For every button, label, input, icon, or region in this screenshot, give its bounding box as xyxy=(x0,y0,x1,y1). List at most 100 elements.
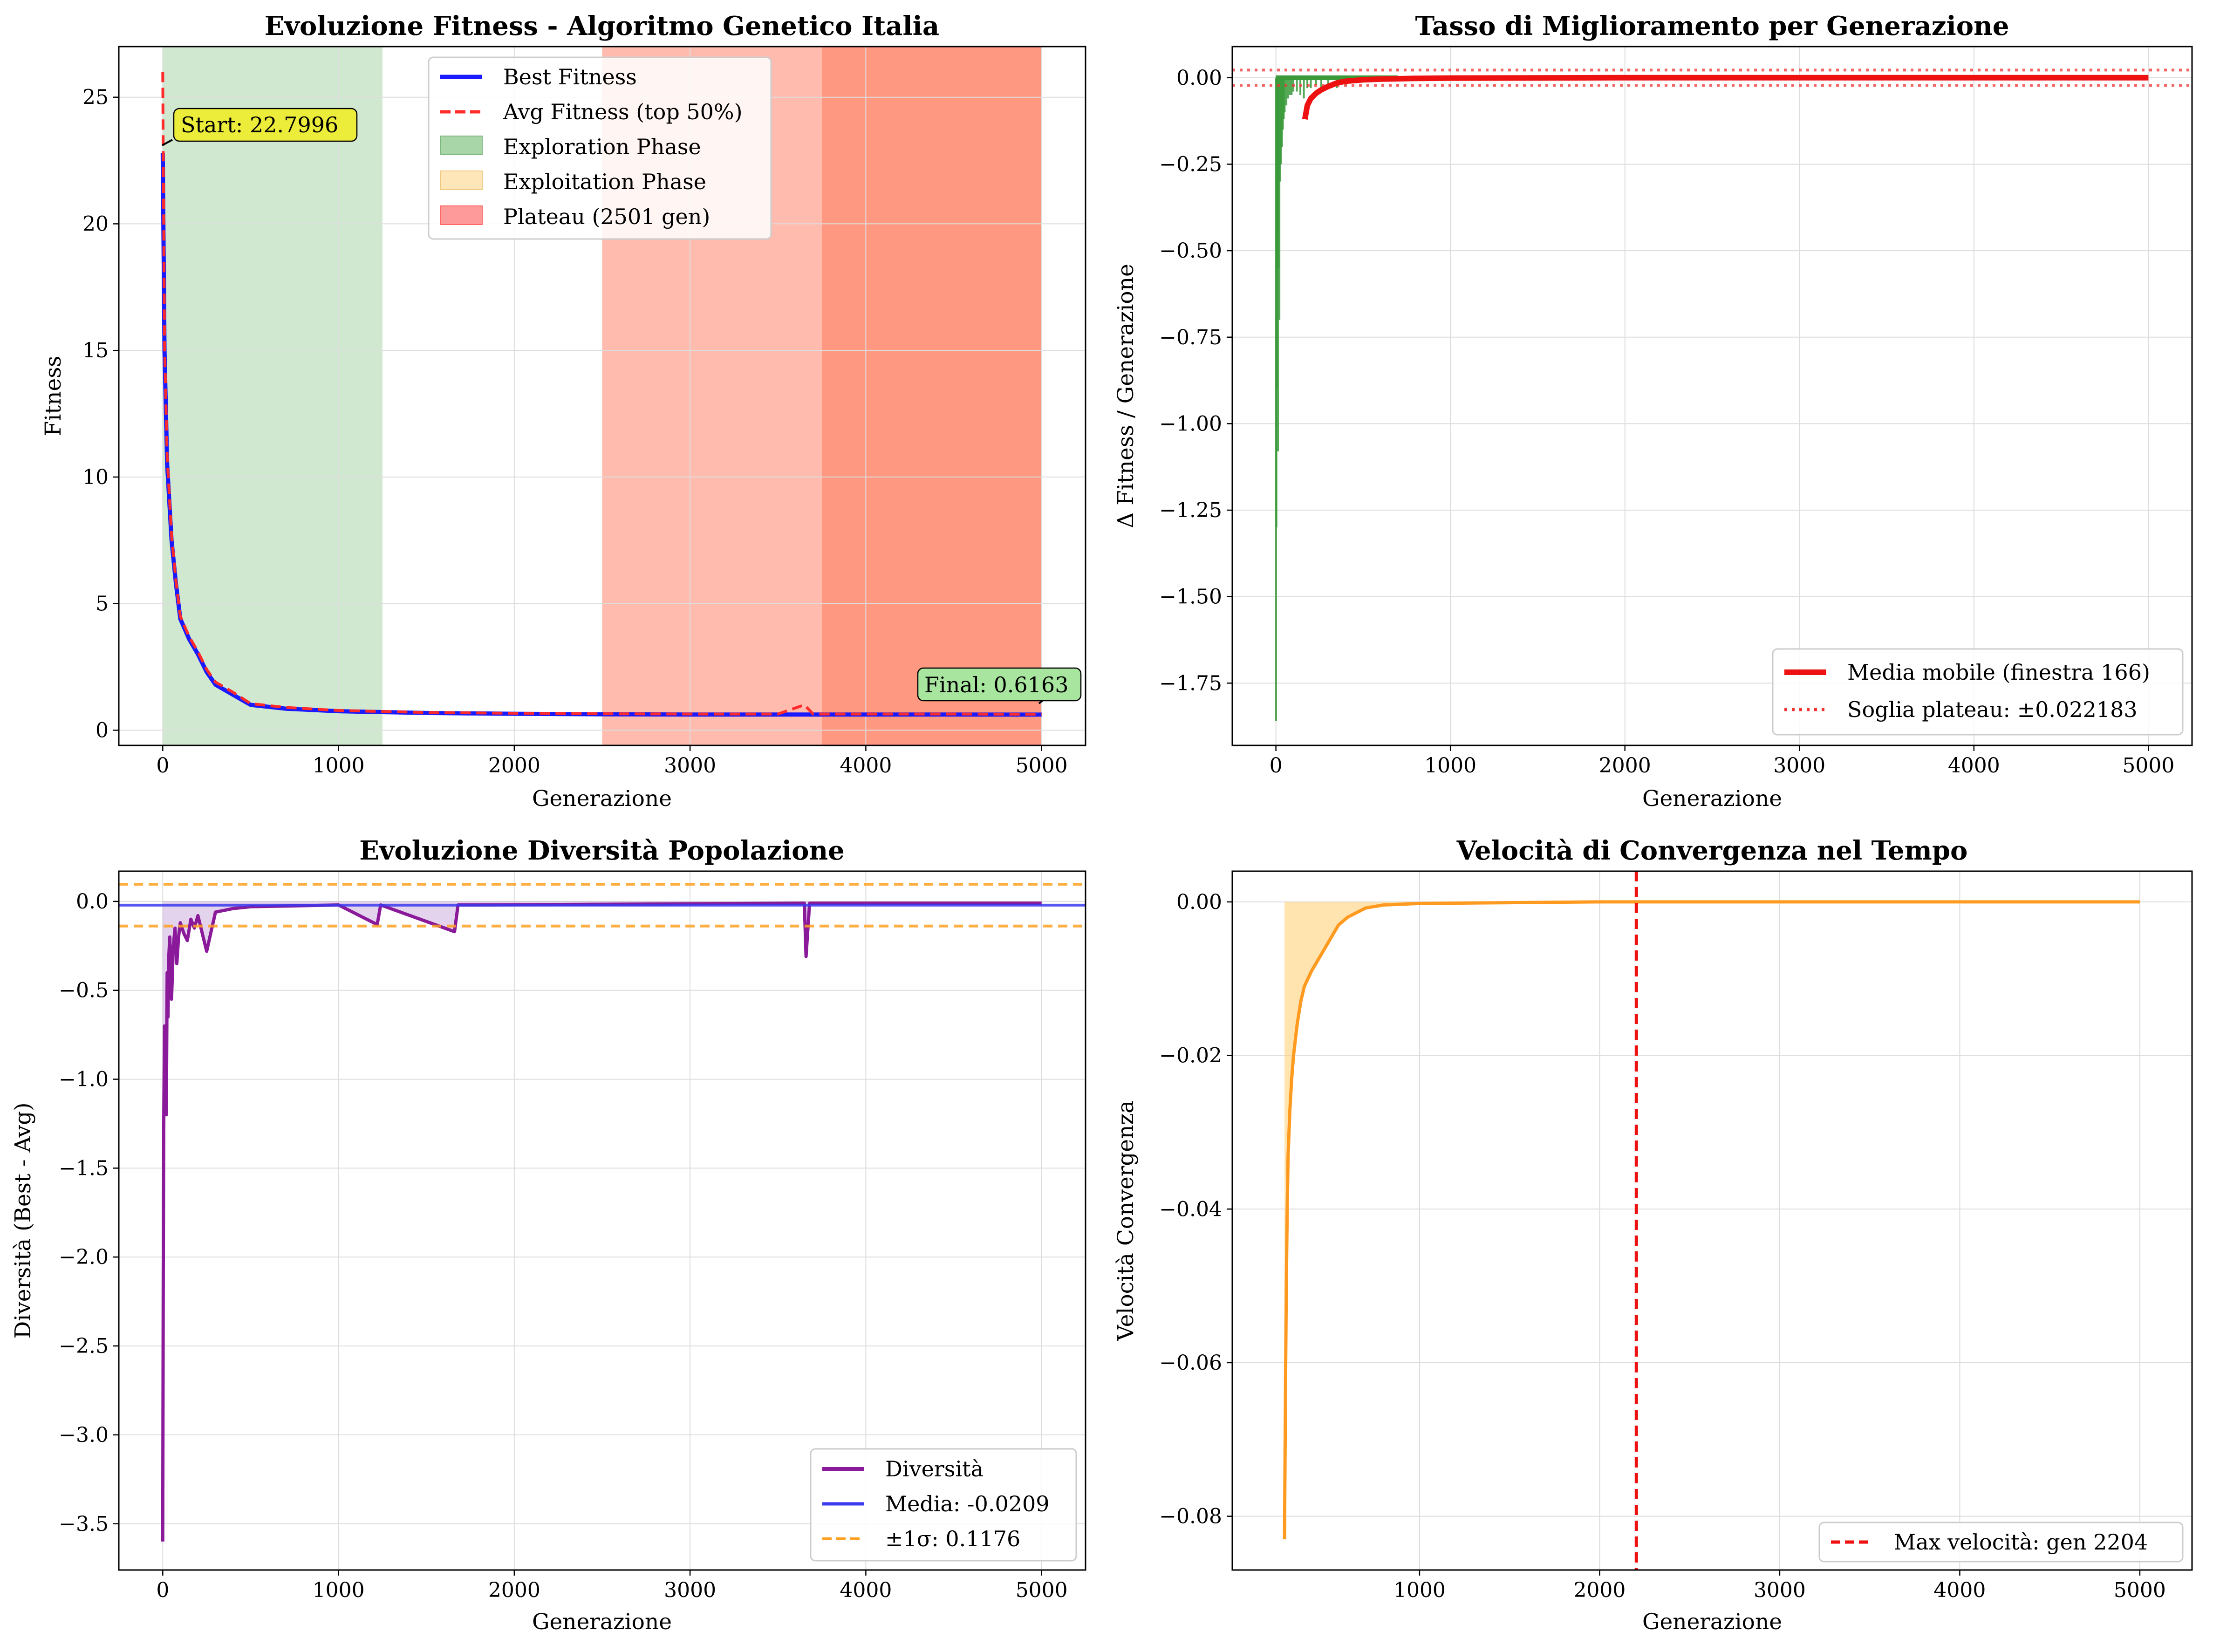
legend-box xyxy=(1818,1522,2184,1563)
plot-area xyxy=(1232,871,2192,1570)
legend: Max velocità: gen 2204 xyxy=(1818,1522,2184,1563)
y-tick-label: −0.25 xyxy=(1159,152,1222,176)
x-tick-label: 5000 xyxy=(1016,1578,1068,1602)
x-tick-label: 1000 xyxy=(1424,754,1476,778)
y-tick-label: −0.06 xyxy=(1159,1351,1222,1375)
y-tick-label: −0.50 xyxy=(1159,239,1222,263)
y-tick-label: 0 xyxy=(96,718,109,742)
panel-title: Evoluzione Fitness - Algoritmo Genetico … xyxy=(265,11,939,41)
diversity-panel: 0 1000 2000 3000 4000 5000 0.0 −0.5 −1.0 −1.5 −2.0… xyxy=(10,835,1086,1635)
legend-label-exploitation: Exploitation Phase xyxy=(503,169,706,194)
x-axis-label: Generazione xyxy=(1642,1609,1782,1635)
x-tick-label: 3000 xyxy=(664,1578,716,1602)
y-tick-label: −0.5 xyxy=(59,979,109,1003)
legend-box xyxy=(428,56,772,240)
x-tick-label: 1000 xyxy=(313,1578,365,1602)
x-tick-label: 5000 xyxy=(1016,754,1068,778)
x-tick-label: 5000 xyxy=(2114,1578,2166,1602)
plot-frame xyxy=(118,870,1086,1571)
x-tick-label: 4000 xyxy=(1933,1578,1986,1602)
y-tick-label: 0.00 xyxy=(1176,66,1222,90)
x-axis-label: Generazione xyxy=(532,786,672,812)
y-axis-label: Δ Fitness / Generazione xyxy=(1113,264,1139,528)
panel-title: Velocità di Convergenza nel Tempo xyxy=(1456,835,1968,866)
y-tick-label: −2.0 xyxy=(59,1245,109,1269)
x-axis-label: Generazione xyxy=(532,1609,672,1635)
avg-fitness-line xyxy=(161,72,1042,716)
legend-label-exploration: Exploration Phase xyxy=(503,134,701,159)
start-annotation-text: Start: 22.7996 xyxy=(181,112,338,137)
exploration-phase-region xyxy=(163,47,382,745)
x-tick-label: 2000 xyxy=(1573,1578,1626,1602)
y-axis-label: Fitness xyxy=(41,356,66,437)
moving-average-line xyxy=(1302,75,2149,120)
y-tick-label: −3.5 xyxy=(59,1512,109,1536)
plot-area xyxy=(1232,47,2192,745)
x-tick-label: 3000 xyxy=(1773,754,1825,778)
y-tick-label: 15 xyxy=(82,339,109,362)
panel-title: Evoluzione Diversità Popolazione xyxy=(359,835,845,866)
improvement-rate-panel: 0 1000 2000 3000 4000 5000 0.00 −0.25 −0.50 −0.75… xyxy=(1113,11,2193,812)
tick-labels: 0 1000 2000 3000 4000 5000 0.0 −0.5 −1.0 −1.5 −2.0… xyxy=(59,890,1068,1602)
legend-label-plateau: Plateau (2501 gen) xyxy=(503,204,710,229)
start-arrow xyxy=(162,139,173,146)
y-axis-label: Diversità (Best - Avg) xyxy=(10,1102,36,1338)
plateau-overlap-region xyxy=(822,47,1042,745)
final-annotation: Final: 0.6163 xyxy=(917,667,1082,704)
legend-box xyxy=(810,1448,1077,1562)
y-tick-label: −0.08 xyxy=(1159,1505,1222,1529)
x-tick-label: 0 xyxy=(1270,754,1283,778)
legend: Media mobile (finestra 166) Soglia plate… xyxy=(1772,648,2184,736)
y-tick-label: −1.00 xyxy=(1159,412,1222,436)
legend: Diversità Media: -0.0209 ±1σ: 0.1176 xyxy=(810,1448,1077,1562)
y-tick-label: −0.02 xyxy=(1159,1044,1222,1068)
legend-label-threshold: Soglia plateau: ±0.022183 xyxy=(1847,697,2138,722)
legend-swatch-plateau xyxy=(440,205,483,225)
tick-labels: 1000 2000 3000 4000 5000 0.00 −0.02 −0.04 −0.06 −… xyxy=(1159,890,2166,1602)
legend-swatch-exploration xyxy=(440,136,483,155)
plot-frame xyxy=(118,46,1086,746)
convergence-velocity-panel: 1000 2000 3000 4000 5000 0.00 −0.02 −0.04 −0.06 −… xyxy=(1113,835,2193,1635)
legend-label-moving-average: Media mobile (finestra 166) xyxy=(1847,660,2150,685)
legend-label-sigma: ±1σ: 0.1176 xyxy=(885,1526,1020,1551)
y-tick-label: −1.75 xyxy=(1159,671,1222,695)
legend-label-mean: Media: -0.0209 xyxy=(885,1491,1050,1516)
start-annotation: Start: 22.7996 xyxy=(162,108,358,146)
diversity-lines xyxy=(119,882,1086,1542)
y-tick-label: −2.5 xyxy=(59,1334,109,1358)
x-axis-label: Generazione xyxy=(1642,786,1782,812)
x-tick-label: 1000 xyxy=(313,754,365,778)
x-tick-label: 3000 xyxy=(664,754,716,778)
legend-label-diversity: Diversità xyxy=(885,1456,984,1481)
plot-frame xyxy=(1231,46,2193,746)
tick-labels: 0 1000 2000 3000 4000 5000 0.00 −0.25 −0.50 −0.75… xyxy=(1159,66,2174,778)
velocity-line xyxy=(1283,900,2140,1540)
series-lines xyxy=(160,72,1042,717)
y-tick-label: 0.00 xyxy=(1176,890,1222,914)
legend-box xyxy=(1772,648,2184,736)
y-tick-label: 5 xyxy=(96,592,109,616)
legend-label-best: Best Fitness xyxy=(503,64,637,89)
x-tick-label: 4000 xyxy=(840,1578,892,1602)
y-tick-label: 0.0 xyxy=(76,890,109,914)
tick-labels: 0 1000 2000 3000 4000 5000 0 5 10 15 20 25 xyxy=(82,86,1068,778)
final-annotation-text: Final: 0.6163 xyxy=(924,672,1068,697)
x-tick-label: 2000 xyxy=(488,754,540,778)
legend-label-avg: Avg Fitness (top 50%) xyxy=(503,99,743,124)
y-tick-label: 10 xyxy=(82,465,109,489)
x-tick-label: 2000 xyxy=(1599,754,1651,778)
y-tick-label: −1.25 xyxy=(1159,498,1222,522)
final-annotation-box xyxy=(917,667,1082,702)
legend-label-max-velocity: Max velocità: gen 2204 xyxy=(1894,1529,2148,1555)
x-tick-label: 2000 xyxy=(488,1578,540,1602)
x-tick-label: 4000 xyxy=(1948,754,2000,778)
y-tick-label: −0.75 xyxy=(1159,326,1222,349)
y-tick-label: −1.0 xyxy=(59,1068,109,1092)
y-tick-label: −3.0 xyxy=(59,1423,109,1447)
y-tick-label: −1.50 xyxy=(1159,585,1222,609)
velocity-lines xyxy=(1283,871,2140,1570)
y-tick-label: −0.04 xyxy=(1159,1197,1222,1221)
legend-swatch-exploitation xyxy=(440,171,483,190)
x-tick-label: 0 xyxy=(156,1578,169,1602)
